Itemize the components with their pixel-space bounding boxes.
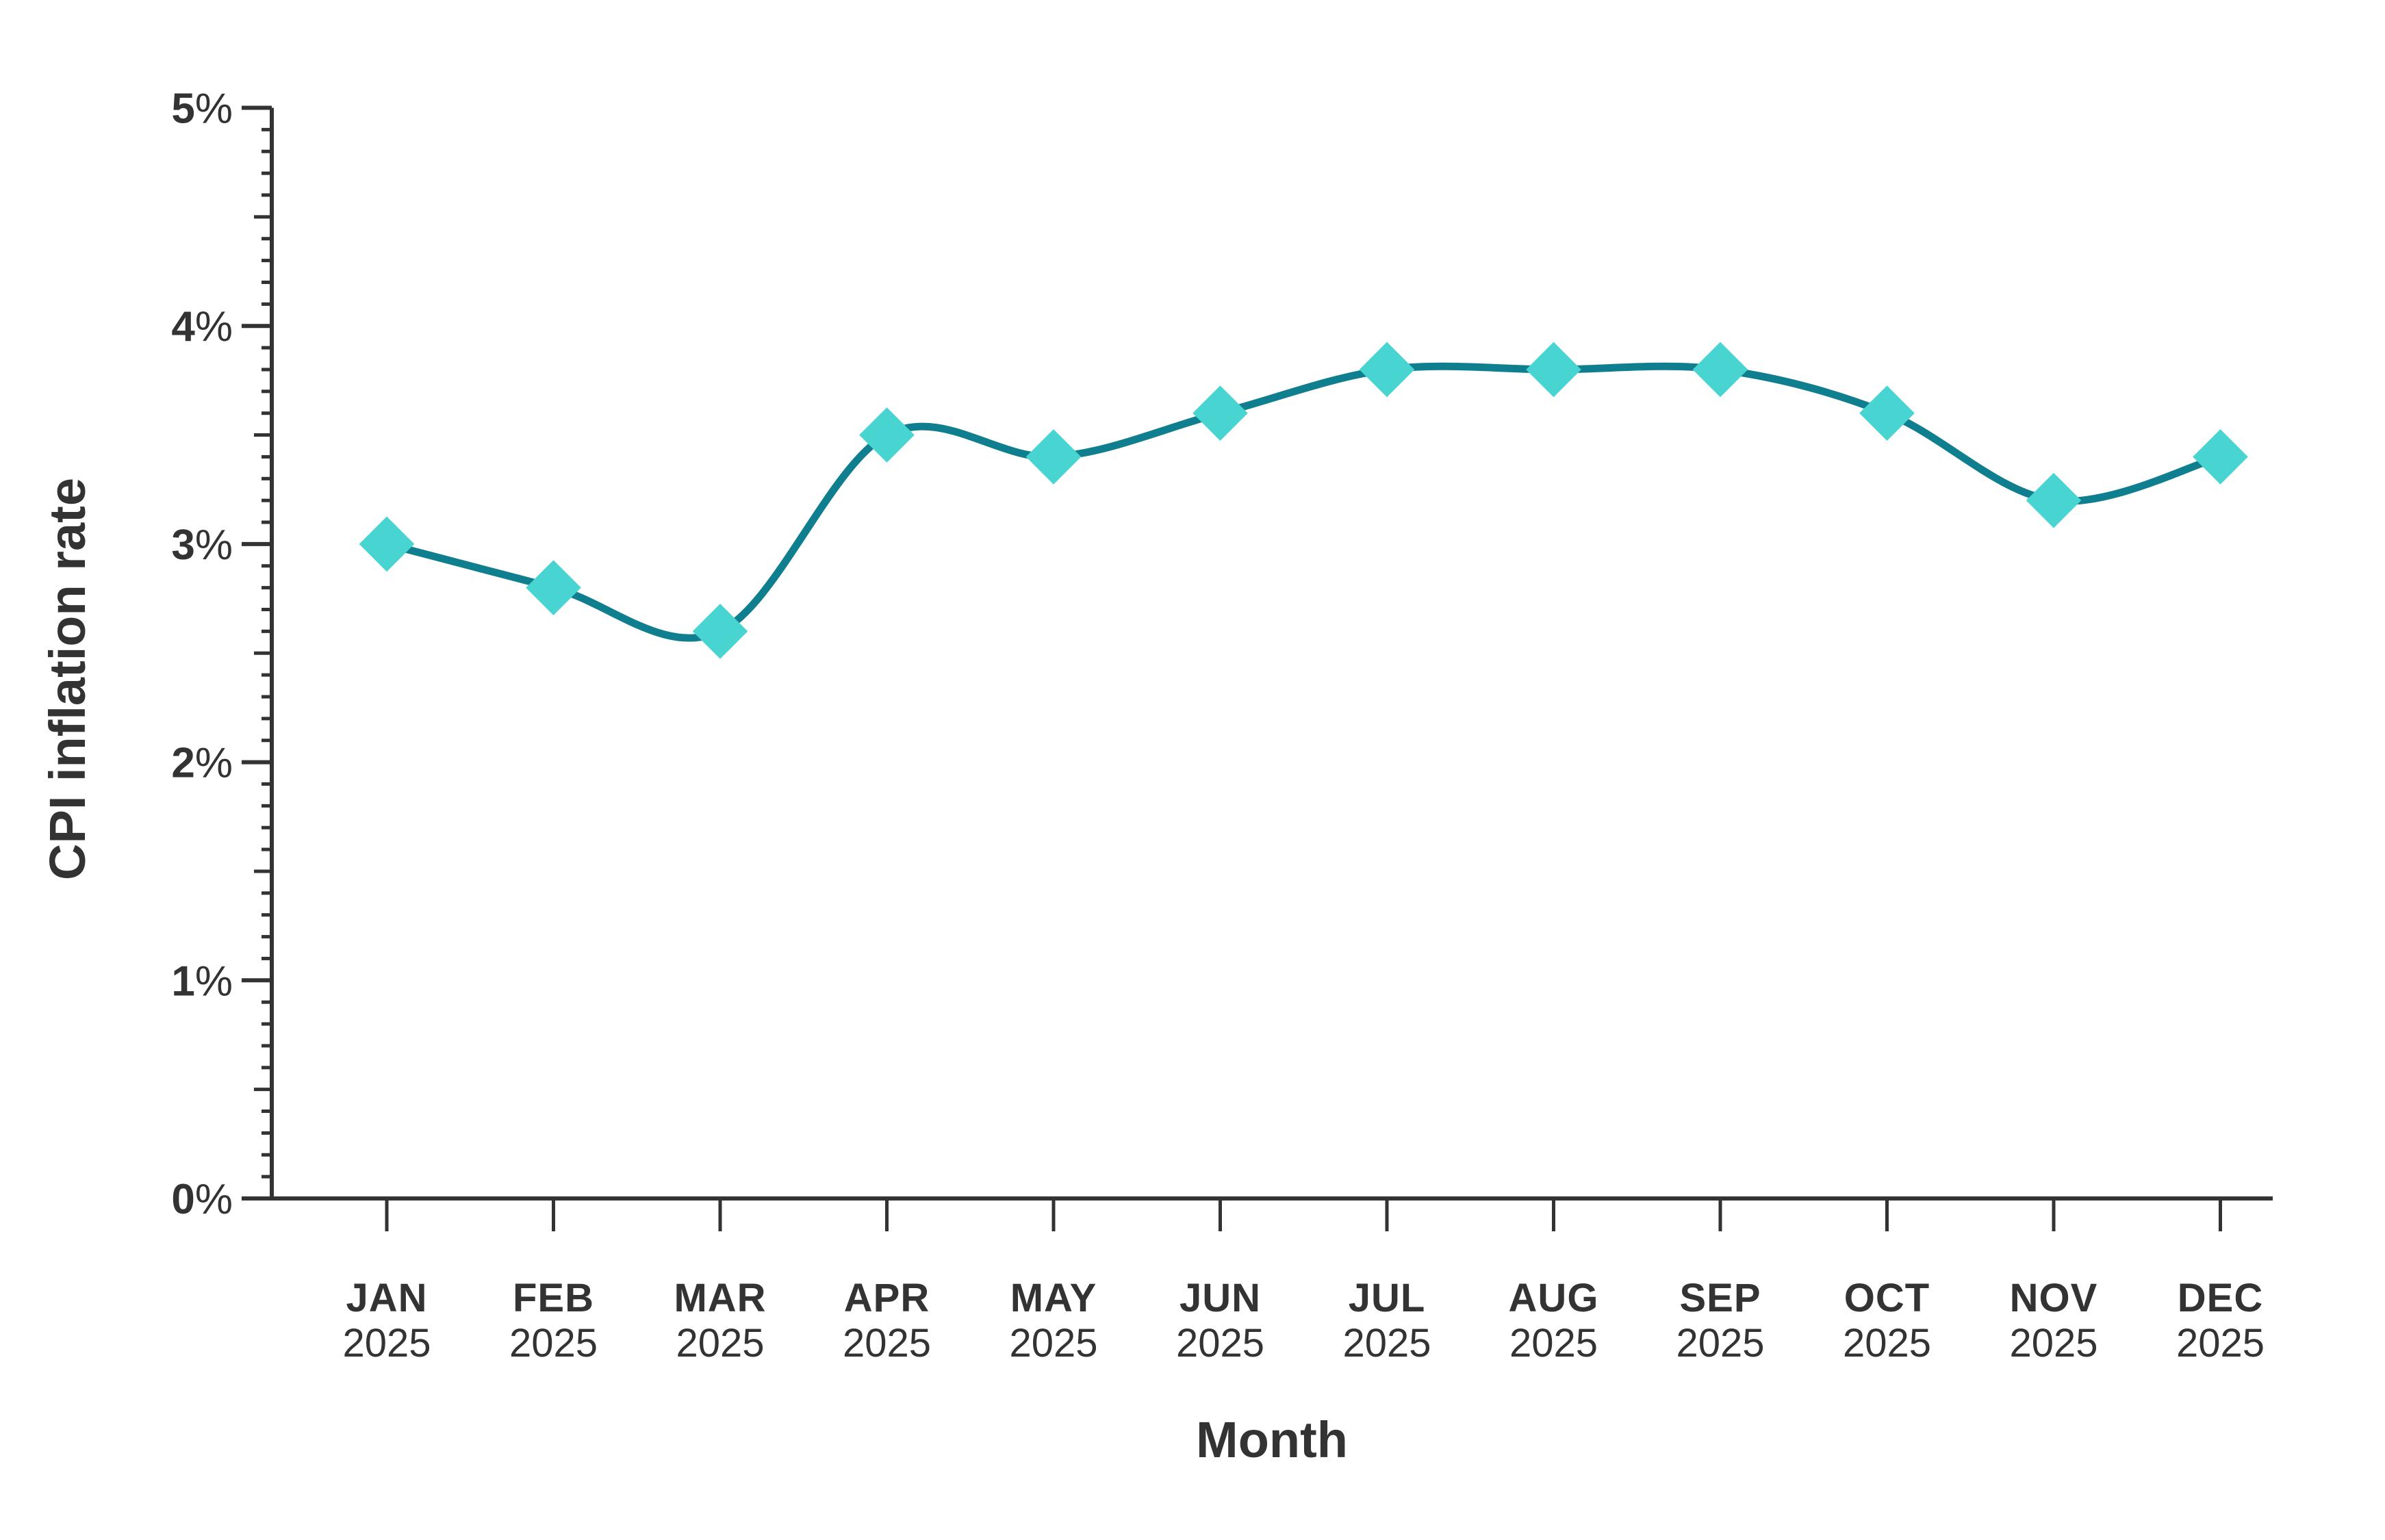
x-tick-label-month: OCT — [1844, 1276, 1930, 1320]
x-tick-label-month: FEB — [513, 1276, 594, 1320]
x-tick-label-year: 2025 — [676, 1321, 764, 1365]
marker-aug-2025 — [1526, 342, 1581, 398]
y-tick-label: 3% — [171, 522, 233, 569]
marker-may-2025 — [1025, 429, 1082, 485]
marker-mar-2025 — [692, 604, 748, 659]
x-tick-label-month: JUN — [1179, 1276, 1261, 1320]
x-axis-ticks — [385, 1198, 2222, 1231]
x-tick-label-month: DEC — [2178, 1276, 2263, 1320]
cpi-line — [385, 362, 2221, 642]
marker-jun-2025 — [1192, 385, 1248, 441]
y-axis-labels: 0% 1% 2% 3% 4% 5% — [171, 86, 233, 1224]
x-tick-label-year: 2025 — [1342, 1321, 1431, 1365]
x-tick-label-month: APR — [844, 1276, 930, 1320]
x-tick-label-month: SEP — [1679, 1276, 1761, 1320]
x-tick-label-month: MAR — [674, 1276, 766, 1320]
x-tick-label-year: 2025 — [1843, 1321, 1931, 1365]
y-axis-ticks — [242, 105, 272, 1201]
x-tick-label-month: JAN — [346, 1276, 427, 1320]
y-tick-label: 2% — [171, 740, 233, 787]
marker-sep-2025 — [1692, 342, 1748, 398]
x-tick-label-month: NOV — [2010, 1276, 2098, 1320]
marker-nov-2025 — [2026, 472, 2082, 528]
axes — [242, 107, 2273, 1201]
x-tick-label-year: 2025 — [342, 1321, 431, 1365]
x-tick-label-year: 2025 — [1509, 1321, 1598, 1365]
x-axis-labels: JAN2025FEB2025MAR2025APR2025MAY2025JUN20… — [342, 1276, 2265, 1365]
x-tick-label-year: 2025 — [2176, 1321, 2265, 1365]
x-tick-label-year: 2025 — [1009, 1321, 1097, 1365]
data-series-cpi — [359, 342, 2248, 659]
x-tick-label-year: 2025 — [843, 1321, 931, 1365]
marker-oct-2025 — [1859, 385, 1915, 441]
y-tick-label: 0% — [171, 1176, 233, 1223]
y-tick-label: 5% — [171, 86, 233, 133]
x-tick-label-year: 2025 — [2009, 1321, 2097, 1365]
x-tick-label-year: 2025 — [1676, 1321, 1764, 1365]
x-tick-label-year: 2025 — [509, 1321, 598, 1365]
y-tick-label: 1% — [171, 958, 233, 1005]
x-tick-label-month: MAY — [1010, 1276, 1097, 1320]
marker-dec-2025 — [2193, 429, 2248, 485]
x-tick-label-month: JUL — [1349, 1276, 1426, 1320]
marker-jan-2025 — [359, 516, 415, 572]
marker-feb-2025 — [526, 560, 581, 615]
y-tick-label: 4% — [171, 303, 233, 350]
y-axis-title: CPI inflation rate — [39, 478, 96, 880]
x-tick-label-year: 2025 — [1176, 1321, 1264, 1365]
marker-jul-2025 — [1359, 342, 1415, 398]
x-tick-label-month: AUG — [1509, 1276, 1599, 1320]
x-axis-title: Month — [1196, 1411, 1348, 1468]
